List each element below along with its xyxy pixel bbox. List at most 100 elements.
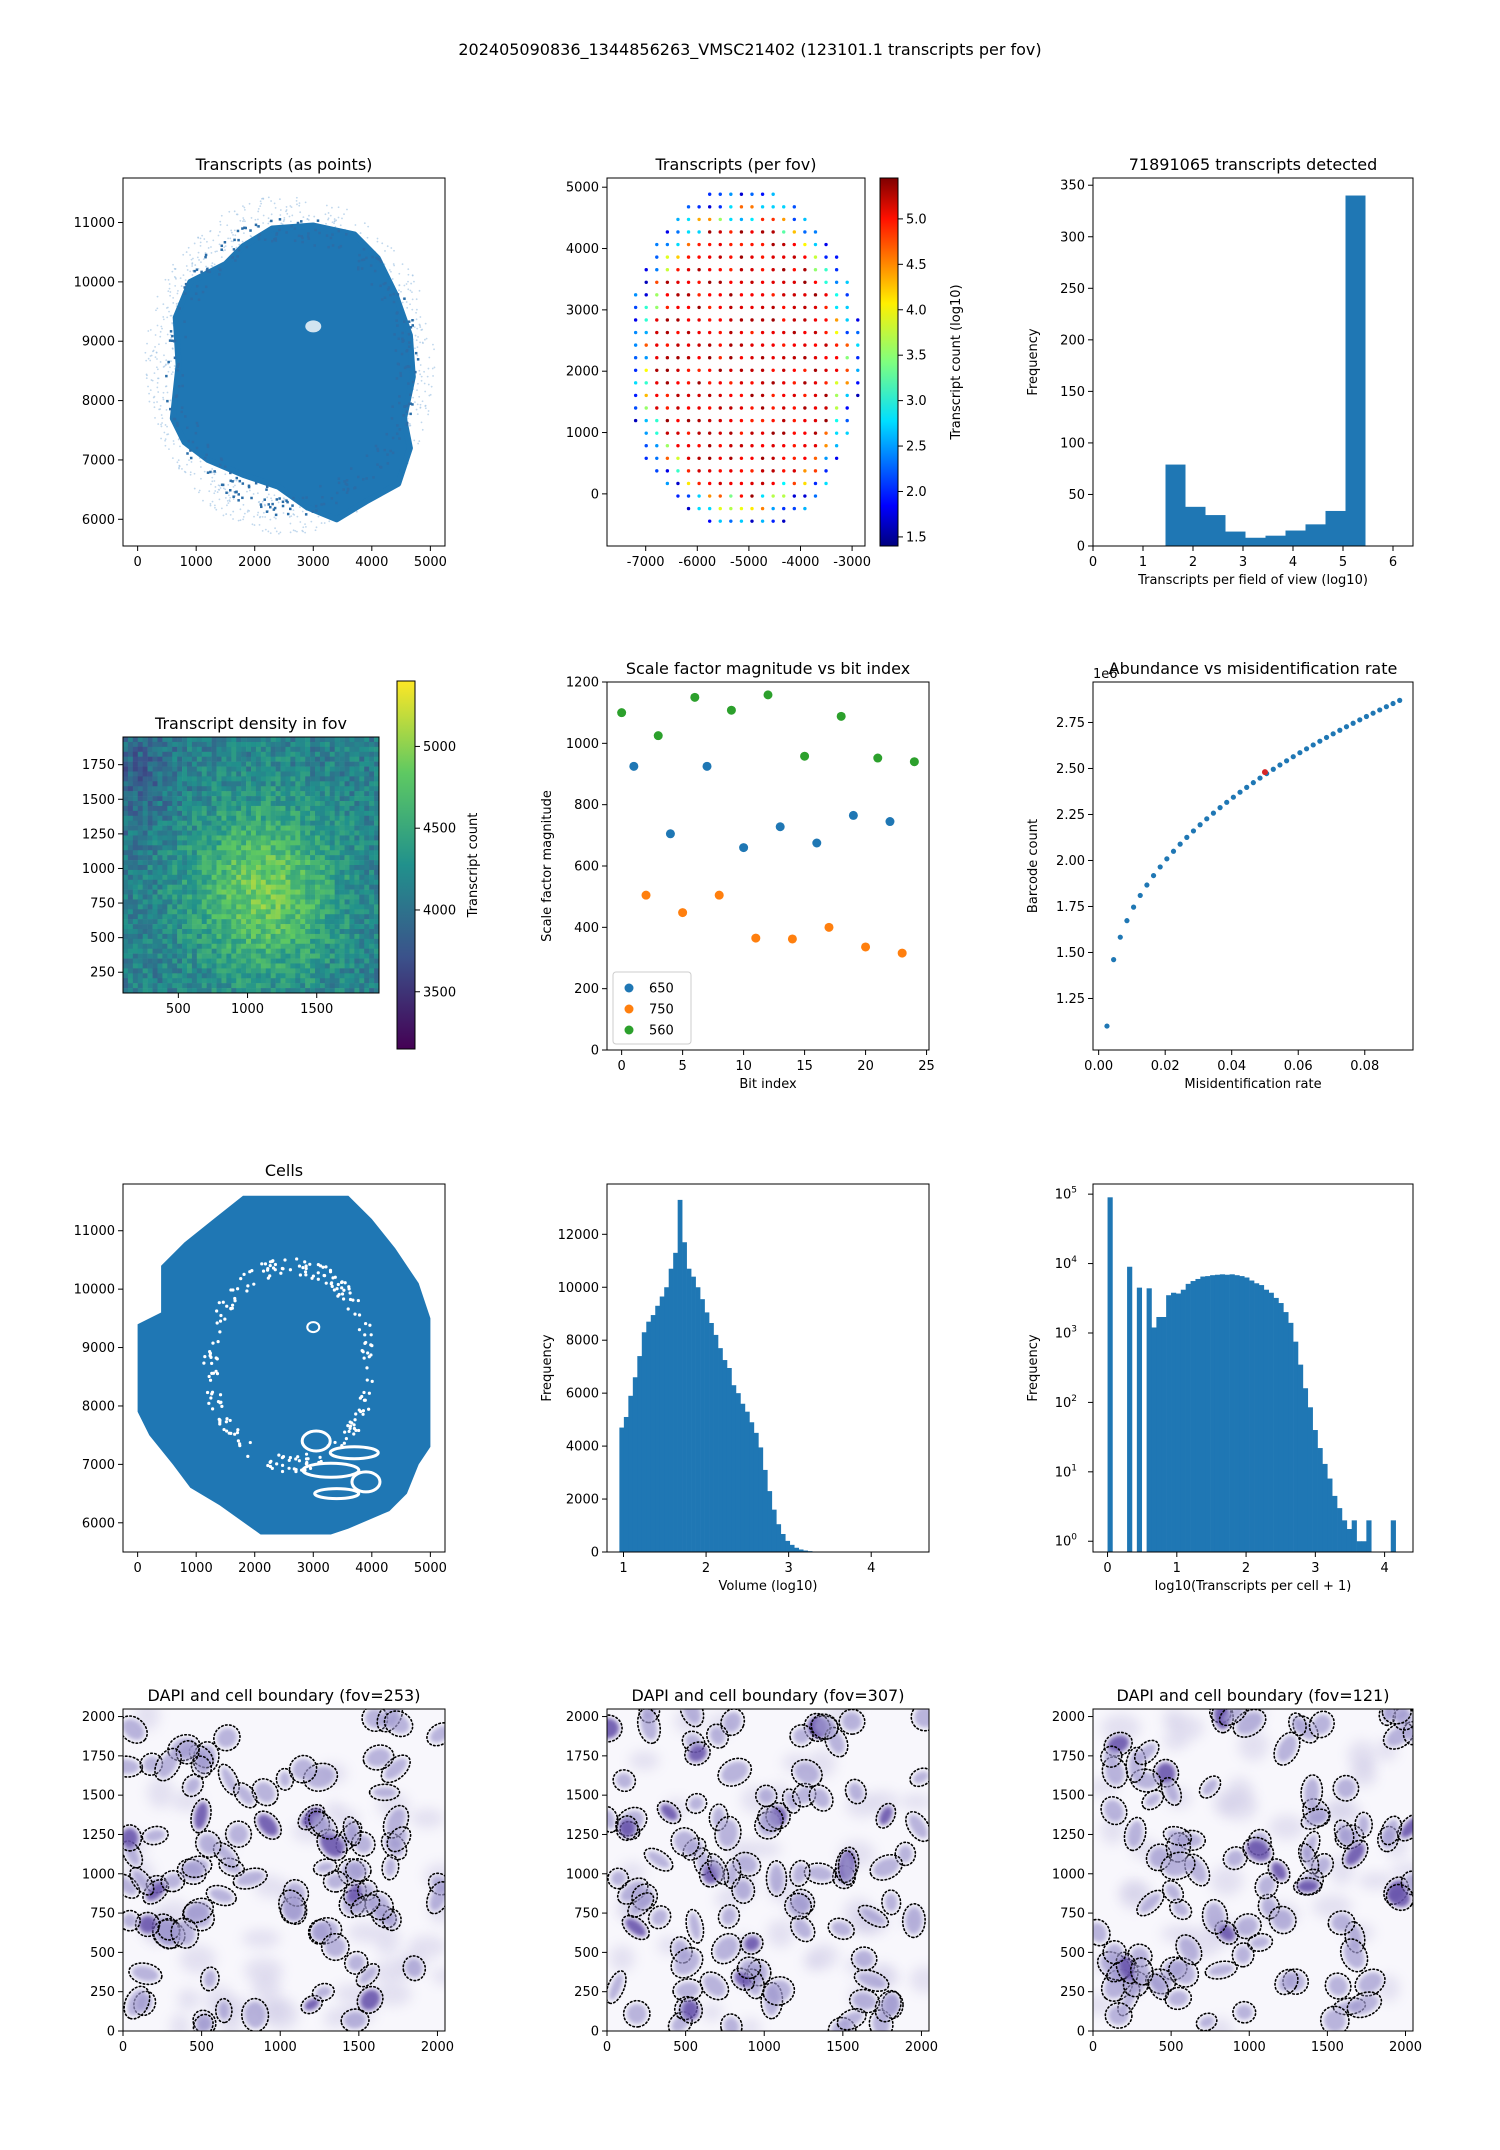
transcript-point-sparse: [220, 507, 223, 510]
heatmap-cell: [142, 899, 148, 905]
heatmap-cell: [260, 904, 267, 910]
heatmap-cell: [315, 943, 321, 949]
fov-point: [718, 230, 722, 234]
x-tick-label: 5: [678, 1059, 686, 1074]
transcript-point-sparse: [215, 508, 218, 511]
heatmap-cell: [123, 835, 129, 841]
heatmap-cell: [329, 874, 335, 881]
fov-point: [824, 343, 828, 347]
heatmap-cell: [270, 953, 276, 959]
transcript-point-sparse: [289, 205, 292, 207]
heatmap-cell: [231, 835, 237, 841]
heatmap-cell: [246, 756, 252, 762]
heatmap-cell: [162, 860, 168, 866]
heatmap-cell: [255, 988, 262, 994]
transcript-point: [189, 456, 193, 460]
heatmap-cell: [182, 850, 188, 856]
heatmap-cell: [241, 845, 247, 851]
y-tick-label: 200: [1060, 333, 1085, 348]
fov-point: [633, 343, 638, 347]
heatmap-cell: [226, 884, 232, 890]
cell-gap: [279, 1271, 283, 1275]
heatmap-cell: [162, 850, 168, 856]
heatmap-cell: [329, 963, 335, 969]
heatmap-cell: [206, 820, 212, 826]
fov-point: [782, 381, 786, 385]
transcript-point-sparse: [273, 202, 276, 205]
heatmap-cell: [265, 815, 271, 821]
heatmap-cell: [172, 737, 178, 743]
heatmap-cell: [305, 810, 311, 817]
fov-point: [750, 393, 754, 398]
transcript-point: [169, 407, 172, 411]
heatmap-cell: [231, 830, 237, 836]
heatmap-cell: [300, 820, 306, 826]
fov-point: [676, 318, 680, 322]
heatmap-cell: [305, 924, 311, 930]
histogram-bar: [1345, 195, 1366, 546]
heatmap-cell: [241, 820, 247, 826]
heatmap-cell: [123, 810, 129, 817]
barcode-point: [1383, 704, 1389, 710]
heatmap-cell: [127, 741, 134, 748]
cell-gap: [357, 1328, 362, 1332]
heatmap-cell: [349, 909, 355, 915]
histogram-bar: [623, 1416, 629, 1552]
heatmap-cell: [255, 899, 262, 905]
heatmap-cell: [290, 899, 296, 905]
heatmap-cell: [201, 776, 207, 782]
heatmap-cell: [142, 756, 148, 762]
heatmap-cell: [167, 938, 173, 945]
heatmap-cell: [265, 968, 271, 974]
cell-gap: [296, 1455, 300, 1459]
heatmap-cell: [187, 786, 193, 792]
y-tick-label: 11000: [74, 216, 115, 231]
fov-point: [739, 506, 744, 511]
fov-point: [665, 267, 670, 272]
heatmap-cell: [187, 933, 193, 940]
heatmap-cell: [280, 914, 286, 920]
transcript-point: [371, 255, 374, 259]
transcript-point: [414, 370, 417, 374]
heatmap-cell: [157, 968, 163, 974]
heatmap-cell: [265, 978, 271, 984]
heatmap-cell: [211, 973, 217, 979]
heatmap-cell: [241, 850, 247, 856]
fov-point: [824, 255, 828, 259]
heatmap-cell: [241, 825, 247, 831]
heatmap-cell: [290, 973, 296, 979]
fov-point: [792, 343, 797, 347]
cell-gap: [214, 1356, 218, 1360]
fov-point: [760, 519, 765, 523]
fov-point: [792, 444, 797, 448]
fov-point: [697, 255, 701, 259]
heatmap-cell: [255, 933, 262, 940]
fov-point: [750, 280, 754, 284]
heatmap-cell: [132, 801, 139, 807]
heatmap-cell: [305, 988, 311, 994]
heatmap-cell: [354, 988, 360, 994]
transcript-point: [245, 245, 249, 249]
transcript-point-sparse: [418, 395, 421, 398]
heatmap-cell: [310, 766, 316, 772]
heatmap-cell: [147, 948, 153, 954]
transcript-point-sparse: [148, 400, 151, 403]
heatmap-cell: [310, 791, 316, 797]
heatmap-cell: [191, 963, 198, 969]
heatmap-cell: [275, 988, 281, 994]
heatmap-cell: [127, 791, 134, 797]
barcode-point: [1184, 834, 1190, 840]
heatmap-cell: [295, 825, 301, 831]
fov-point: [707, 318, 712, 322]
transcript-point-sparse: [258, 524, 261, 526]
fov-point: [824, 456, 828, 460]
fov-point: [665, 230, 670, 234]
cell-gap: [366, 1351, 370, 1355]
histogram-bar: [646, 1321, 652, 1552]
heatmap-cell: [236, 938, 242, 945]
heatmap-cell: [147, 914, 153, 920]
transcript-point: [362, 258, 366, 261]
heatmap-cell: [255, 791, 262, 797]
heatmap-cell: [236, 786, 242, 792]
heatmap-cell: [285, 805, 291, 812]
